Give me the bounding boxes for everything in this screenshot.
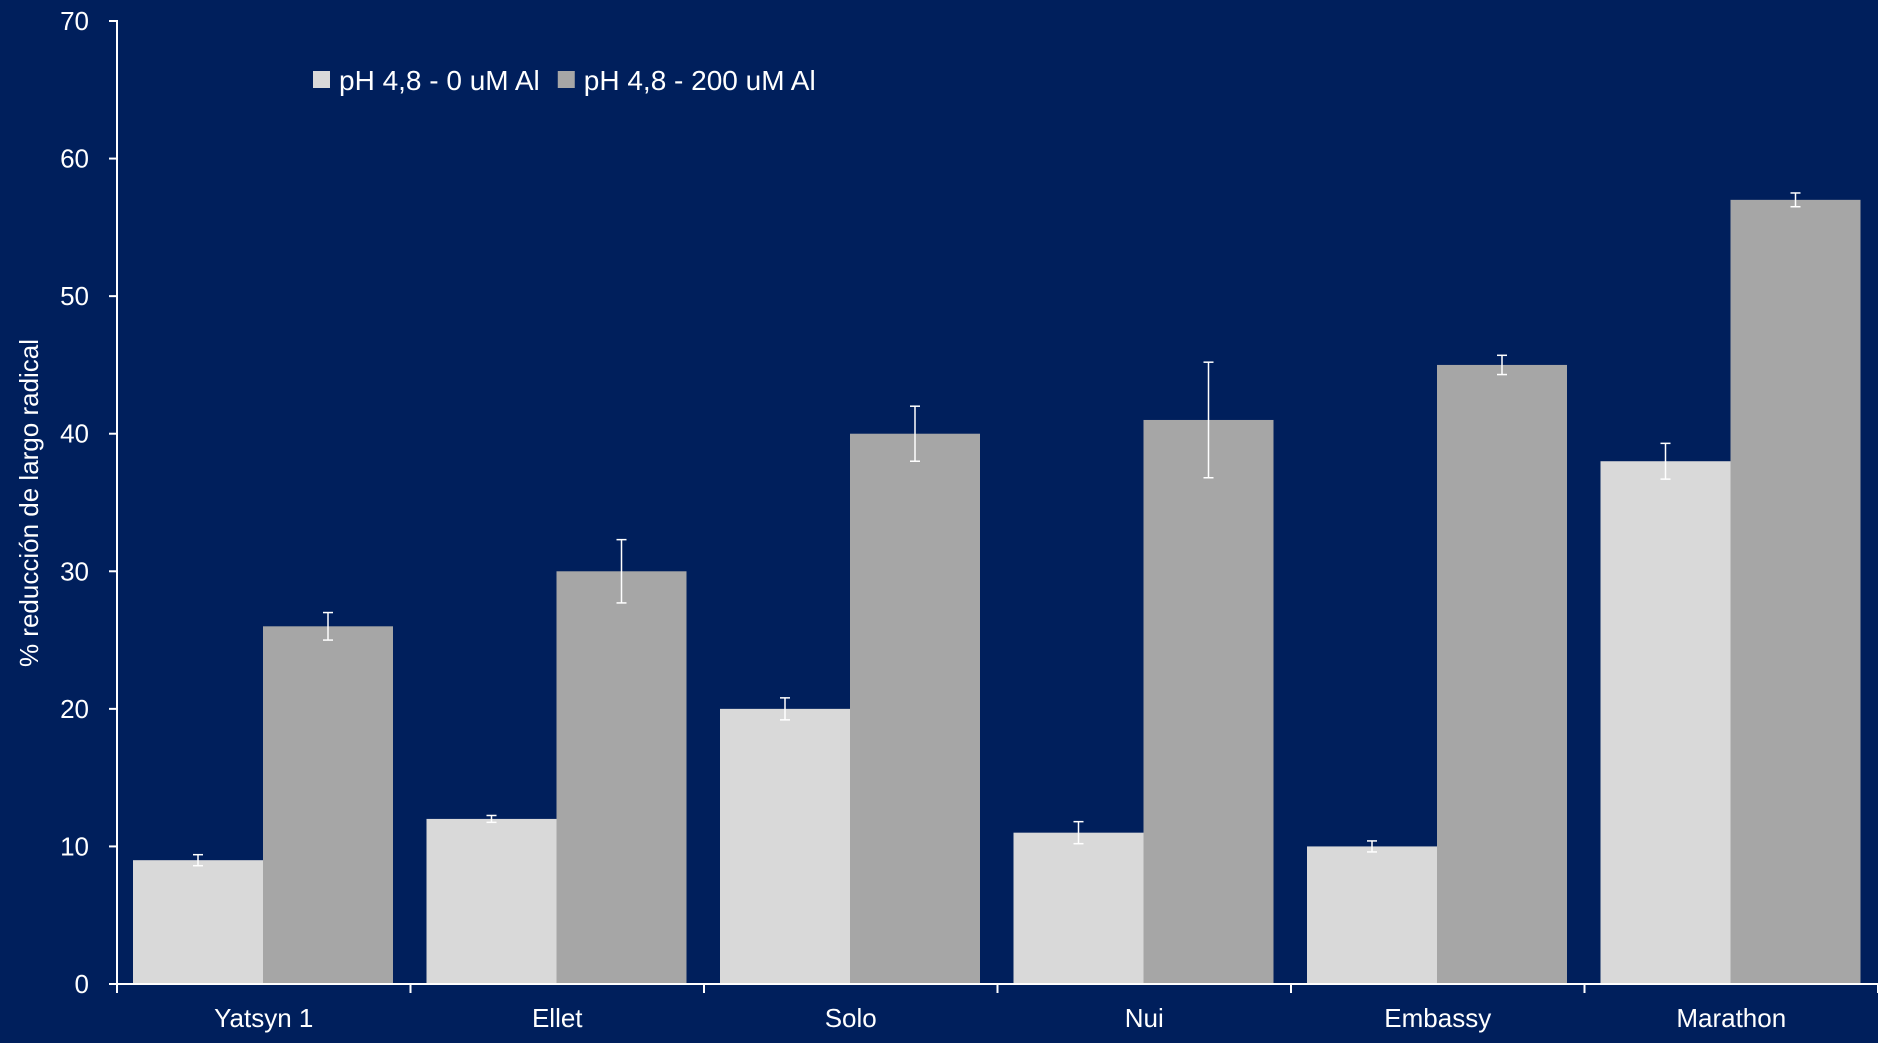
bar-2-marathon — [1730, 199, 1861, 985]
y-tick-label: 60 — [60, 144, 89, 174]
y-tick-label: 20 — [60, 694, 89, 724]
y-tick-label: 0 — [75, 969, 89, 999]
legend-swatch — [313, 71, 330, 88]
bar-1-solo — [720, 708, 850, 984]
y-tick-label: 70 — [60, 6, 89, 36]
y-tick-label: 50 — [60, 281, 89, 311]
x-tick-label: Embassy — [1384, 1003, 1491, 1033]
legend-label: pH 4,8 - 0 uM Al — [339, 65, 540, 96]
x-tick-label: Yatsyn 1 — [214, 1003, 313, 1033]
bar-1-marathon — [1600, 461, 1731, 984]
x-tick-label: Solo — [825, 1003, 877, 1033]
bar-1-embassy — [1307, 846, 1437, 984]
bars-layer — [133, 199, 1861, 985]
bar-1-yatsyn-1 — [133, 860, 263, 984]
bar-1-ellet — [426, 818, 557, 984]
bar-1-nui — [1013, 832, 1144, 984]
y-tick-label: 40 — [60, 419, 89, 449]
legend: pH 4,8 - 0 uM Al pH 4,8 - 200 uM Al — [313, 65, 816, 96]
legend-label: pH 4,8 - 200 uM Al — [584, 65, 816, 96]
x-tick-label: Nui — [1125, 1003, 1164, 1033]
y-axis-title: % reducción de largo radical — [14, 339, 44, 667]
x-tick-label: Marathon — [1676, 1003, 1786, 1033]
y-tick-label: 10 — [60, 831, 89, 861]
bar-2-solo — [850, 433, 980, 984]
bar-2-embassy — [1437, 364, 1567, 984]
bar-2-ellet — [556, 571, 687, 984]
y-tick-label: 30 — [60, 556, 89, 586]
x-tick-label: Ellet — [532, 1003, 583, 1033]
bar-2-yatsyn-1 — [263, 626, 393, 984]
legend-swatch — [557, 71, 575, 88]
axes-layer: 0 10 20 30 40 50 60 70 Yatsyn 1 Ellet Solo Nui Embas… — [60, 6, 1878, 1033]
error-bars-layer — [193, 192, 1801, 867]
bar-2-nui — [1143, 419, 1274, 984]
